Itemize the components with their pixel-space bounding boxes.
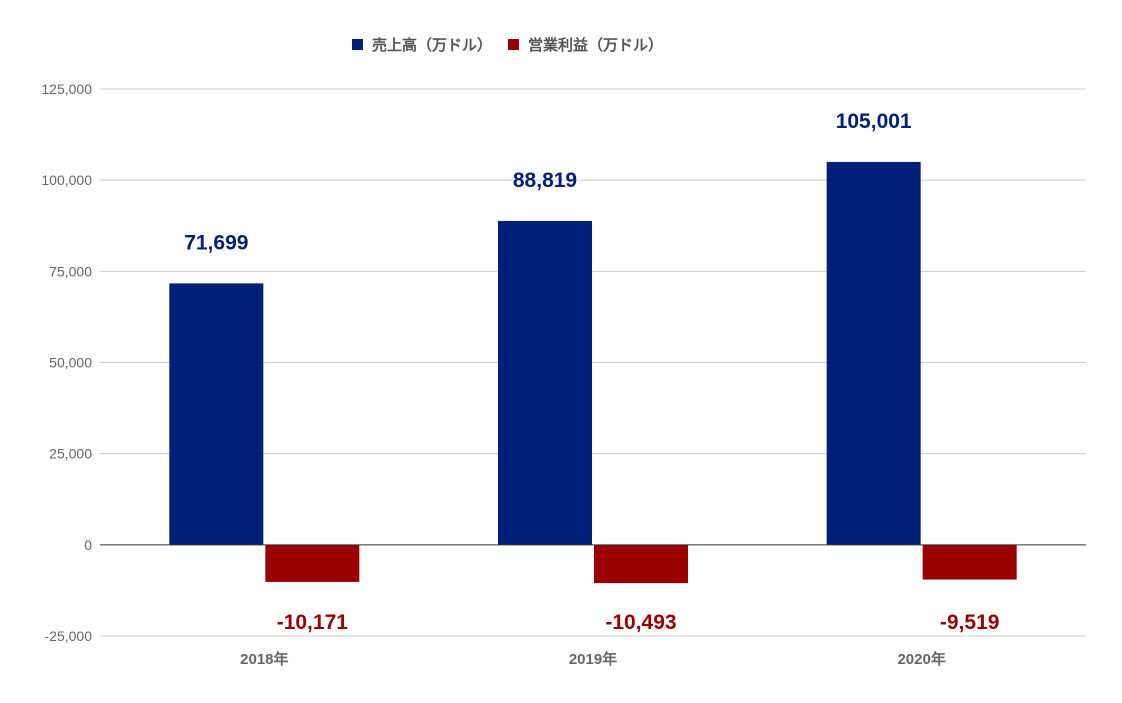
bars <box>169 161 1017 584</box>
y-tick-label: 0 <box>84 537 92 553</box>
gridlines <box>100 88 1086 637</box>
y-tick-label: 125,000 <box>41 81 92 97</box>
x-category-label: 2020年 <box>897 650 945 668</box>
legend: 売上高（万ドル） 営業利益（万ドル） <box>352 36 663 54</box>
legend-label: 営業利益（万ドル） <box>528 36 663 54</box>
y-tick-label: 25,000 <box>49 446 92 462</box>
y-tick-label: -25,000 <box>45 628 93 644</box>
data-label-operating-profit: -10,171 <box>277 611 349 634</box>
bar-operating-profit <box>922 544 1017 580</box>
legend-swatch <box>508 39 519 50</box>
data-label-operating-profit: -10,493 <box>605 611 676 634</box>
legend-label: 売上高（万ドル） <box>372 36 492 54</box>
x-category-label: 2019年 <box>569 650 617 668</box>
y-tick-label: 75,000 <box>49 263 92 279</box>
bar-operating-profit <box>265 544 360 582</box>
y-axis-ticks: 125,000 100,000 75,000 50,000 25,000 0 -25,000 <box>41 81 92 644</box>
bar-sales <box>169 283 264 545</box>
data-label-sales: 105,001 <box>836 110 912 133</box>
data-label-sales: 71,699 <box>184 231 248 254</box>
y-tick-label: 50,000 <box>49 355 92 371</box>
bar-sales <box>826 161 921 545</box>
x-category-label: 2018年 <box>240 650 288 668</box>
legend-swatch <box>352 39 363 50</box>
data-label-sales: 88,819 <box>513 169 577 192</box>
data-labels: 71,699 -10,171 88,819 -10,493 105,001 -9,519 <box>184 110 999 634</box>
x-axis-categories: 2018年 2019年 2020年 <box>240 650 946 668</box>
data-label-operating-profit: -9,519 <box>940 611 1000 634</box>
bar-sales <box>498 220 592 545</box>
bar-operating-profit <box>594 544 688 584</box>
y-tick-label: 100,000 <box>41 172 92 188</box>
